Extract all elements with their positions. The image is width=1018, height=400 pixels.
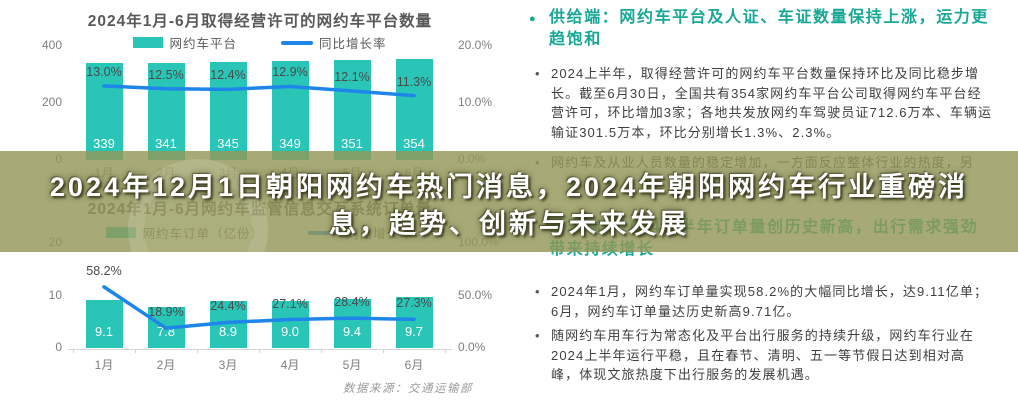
bar bbox=[271, 60, 309, 160]
x-axis-tick bbox=[197, 349, 198, 353]
line-value-label: 12.1% bbox=[334, 70, 370, 85]
section-bullet-icon: ● bbox=[529, 13, 536, 25]
bullet-dot-icon: • bbox=[535, 284, 540, 299]
x-axis-tick bbox=[383, 349, 384, 353]
chart1-legend: 网约车平台 同比增长率 bbox=[0, 33, 520, 52]
x-axis-label: 1月 bbox=[94, 358, 114, 372]
x-axis-tick bbox=[321, 349, 322, 353]
bar-value-label: 354 bbox=[403, 136, 425, 151]
bullet-item: • 2024上半年，取得经营许可的网约车平台数量保持环比及同比稳步增长。截至6月… bbox=[527, 64, 1011, 142]
left-axis-tick: 400 bbox=[41, 38, 62, 52]
banner-title-line2: 息，趋势、创新与未来发展 bbox=[329, 209, 689, 239]
bar-value-label: 8.9 bbox=[218, 324, 238, 339]
bar-value-label: 345 bbox=[217, 136, 239, 151]
line-value-label: 24.4% bbox=[210, 299, 246, 314]
bar-swatch-icon bbox=[133, 37, 164, 48]
right-axis-tick: 10.0% bbox=[458, 95, 493, 109]
section-header-supply-text: 供给端：网约车平台及人证、车证数量保持上涨，运力更趋饱和 bbox=[549, 9, 990, 48]
bar-value-label: 341 bbox=[155, 136, 177, 151]
bar-value-label: 351 bbox=[341, 136, 363, 151]
line-value-label: 27.1% bbox=[272, 296, 308, 311]
data-source-note: 数据来源：交通运输部 bbox=[343, 383, 473, 395]
chart1-legend-bar-label: 网约车平台 bbox=[169, 37, 237, 51]
line-value-label: 11.3% bbox=[396, 74, 432, 89]
bar bbox=[85, 63, 123, 160]
bar-value-label: 9.0 bbox=[280, 324, 300, 339]
line-value-label: 27.3% bbox=[396, 296, 432, 311]
section-header-supply: ● 供给端：网约车平台及人证、车证数量保持上涨，运力更趋饱和 bbox=[527, 7, 1011, 50]
bullet-text-platforms: 2024上半年，取得经营许可的网约车平台数量保持环比及同比稳步增长。截至6月30… bbox=[551, 66, 993, 140]
bar-value-label: 349 bbox=[279, 136, 301, 151]
left-axis-tick: 10 bbox=[48, 287, 62, 302]
x-axis-label: 3月 bbox=[218, 358, 238, 372]
bar-value-label: 7.8 bbox=[156, 324, 176, 339]
bar bbox=[333, 59, 371, 160]
x-axis-tick bbox=[259, 349, 260, 353]
left-axis-tick: 0 bbox=[55, 340, 62, 354]
line-value-label: 28.4% bbox=[334, 295, 370, 310]
x-axis-tick bbox=[135, 349, 136, 353]
right-axis-tick: 0.0% bbox=[458, 340, 486, 354]
bar bbox=[395, 59, 433, 160]
line-value-label: 13.0% bbox=[86, 64, 122, 79]
bullet-dot-icon: • bbox=[535, 328, 540, 343]
line-value-label: 18.9% bbox=[148, 305, 184, 320]
line-value-label: 12.9% bbox=[272, 65, 308, 80]
line-value-label: 58.2% bbox=[86, 263, 122, 278]
right-axis-tick: 50.0% bbox=[458, 287, 493, 302]
bar-value-label: 9.7 bbox=[404, 324, 424, 339]
bullet-text-orders: 2024年1月，网约车订单量实现58.2%的大幅同比增长，达9.11亿单；6月，… bbox=[551, 284, 989, 319]
line-value-label: 12.5% bbox=[148, 67, 184, 82]
x-axis-label: 4月 bbox=[280, 358, 300, 372]
bullet-item: • 随网约车用车行为常态化及平台出行服务的持续升级，网约车行业在2024上半年运… bbox=[527, 326, 1011, 385]
chart1-legend-line-label: 同比增长率 bbox=[319, 37, 387, 51]
title-banner: 2024年12月1日朝阳网约车热门消息，2024年朝阳网约车行业重磅消 息，趋势… bbox=[0, 151, 1018, 252]
x-axis-label: 2月 bbox=[156, 358, 176, 372]
bullet-dot-icon: • bbox=[535, 66, 540, 81]
right-axis-tick: 20.0% bbox=[458, 38, 493, 52]
chart1-title: 2024年1月-6月取得经营许可的网约车平台数量 bbox=[87, 13, 433, 30]
bar-value-label: 9.1 bbox=[94, 324, 114, 339]
banner-title-line1: 2024年12月1日朝阳网约车热门消息，2024年朝阳网约车行业重磅消 bbox=[49, 172, 969, 202]
x-axis-tick bbox=[445, 349, 446, 353]
bar-value-label: 339 bbox=[93, 136, 115, 151]
line-swatch-icon bbox=[281, 40, 313, 45]
bullet-text-holidays: 随网约车用车行为常态化及平台出行服务的持续升级，网约车行业在2024上半年运行平… bbox=[551, 328, 975, 382]
bar bbox=[209, 61, 247, 160]
line-value-label: 12.4% bbox=[210, 68, 246, 83]
chart1-legend-line-item: 同比增长率 bbox=[281, 33, 387, 52]
x-axis-line bbox=[68, 349, 452, 350]
bar bbox=[147, 62, 185, 160]
bullet-item: • 2024年1月，网约车订单量实现58.2%的大幅同比增长，达9.11亿单；6… bbox=[527, 282, 1011, 321]
chart1-legend-bar-item: 网约车平台 bbox=[133, 33, 237, 52]
x-axis-label: 5月 bbox=[342, 358, 362, 372]
x-axis-label: 6月 bbox=[404, 358, 424, 372]
bar-value-label: 9.4 bbox=[342, 324, 362, 339]
left-axis-tick: 200 bbox=[41, 95, 62, 109]
x-axis-tick bbox=[73, 349, 74, 353]
